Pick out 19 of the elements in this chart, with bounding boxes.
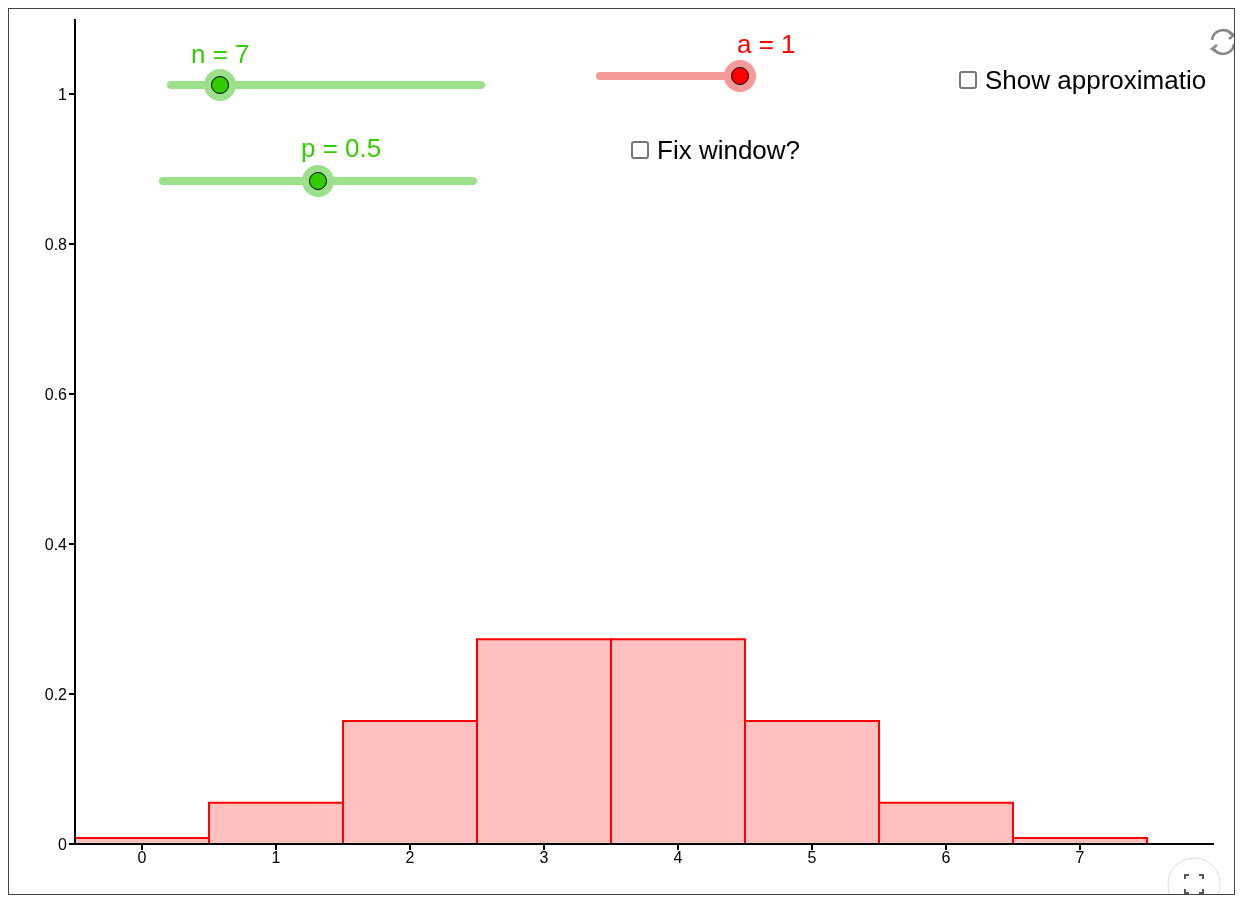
x-tick-label: 0: [137, 849, 147, 867]
y-tick-label: 0.6: [44, 385, 68, 403]
y-tick-label: 0.8: [44, 235, 68, 253]
annotation: p = 0.5: [301, 133, 382, 164]
y-tick-label: 1: [58, 85, 68, 103]
x-tick-label: 5: [807, 849, 817, 867]
annotation: n = 7: [191, 39, 250, 70]
y-tick-label: 0.4: [44, 535, 68, 553]
annotation: a = 1: [737, 29, 796, 60]
x-tick-label: 2: [405, 849, 415, 867]
y-tick-label: 0: [58, 835, 68, 853]
annotation: Fix window?: [657, 135, 801, 166]
x-tick-label: 4: [673, 849, 683, 867]
x-tick-label: 6: [941, 849, 951, 867]
y-tick-label: 0.2: [44, 685, 68, 703]
annotation: Show approximatio: [985, 65, 1207, 96]
x-tick-label: 7: [1075, 849, 1085, 867]
x-tick-label: 3: [539, 849, 549, 867]
x-tick-label: 1: [271, 849, 281, 867]
